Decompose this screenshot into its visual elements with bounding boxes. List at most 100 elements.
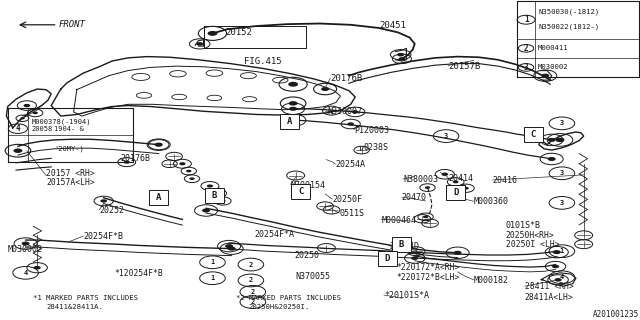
Text: 20250I <LH>: 20250I <LH>: [506, 240, 559, 249]
Text: M030002: M030002: [8, 245, 43, 254]
Text: M000411: M000411: [538, 45, 569, 51]
Text: *220172*B<LH>: *220172*B<LH>: [397, 273, 460, 282]
Circle shape: [554, 278, 562, 282]
Circle shape: [423, 215, 428, 218]
Text: 1904- &: 1904- &: [54, 126, 83, 132]
Circle shape: [207, 31, 218, 36]
Text: 28411&28411A.: 28411&28411A.: [46, 304, 103, 310]
Circle shape: [214, 192, 221, 195]
Circle shape: [100, 199, 107, 203]
Circle shape: [189, 177, 195, 180]
Text: 20254D: 20254D: [389, 242, 419, 251]
Text: 20058: 20058: [31, 126, 52, 132]
Text: 3: 3: [524, 63, 529, 72]
Text: M000182: M000182: [474, 276, 509, 285]
Circle shape: [291, 118, 298, 122]
Circle shape: [556, 138, 564, 142]
Text: 4: 4: [15, 124, 20, 133]
Circle shape: [289, 101, 298, 106]
Text: B: B: [399, 240, 404, 249]
Circle shape: [155, 143, 163, 147]
Circle shape: [33, 112, 38, 114]
Circle shape: [124, 161, 130, 164]
Text: *20101S*A: *20101S*A: [384, 291, 429, 300]
Text: 1: 1: [211, 275, 214, 281]
Text: N380003: N380003: [403, 175, 438, 184]
Text: *220172*A<RH>: *220172*A<RH>: [397, 263, 460, 272]
Text: 2: 2: [249, 261, 253, 268]
Text: M000464: M000464: [381, 216, 417, 225]
Circle shape: [399, 57, 405, 60]
Circle shape: [225, 244, 233, 248]
Text: M000378(-1904): M000378(-1904): [31, 118, 91, 125]
Text: 20250H<RH>: 20250H<RH>: [506, 231, 554, 240]
Text: '20MY-): '20MY-): [54, 145, 83, 152]
Text: 20254F*B: 20254F*B: [83, 232, 123, 241]
Text: N330007: N330007: [328, 107, 363, 116]
Circle shape: [411, 256, 419, 260]
Text: 20254F*A: 20254F*A: [255, 230, 295, 239]
Text: D: D: [385, 254, 390, 263]
Text: 20157 <RH>: 20157 <RH>: [46, 169, 95, 178]
Text: 1: 1: [560, 248, 564, 254]
Text: 20451: 20451: [379, 21, 406, 30]
Text: 20416: 20416: [493, 176, 518, 185]
Circle shape: [442, 172, 448, 176]
FancyBboxPatch shape: [378, 251, 397, 266]
Circle shape: [20, 117, 25, 119]
FancyBboxPatch shape: [446, 185, 465, 200]
Text: 20414: 20414: [448, 173, 473, 182]
Text: P120003: P120003: [354, 126, 389, 135]
Text: 2: 2: [251, 299, 255, 305]
Text: 3: 3: [444, 133, 448, 139]
Text: A: A: [287, 117, 292, 126]
Text: 20250: 20250: [294, 251, 319, 260]
Circle shape: [548, 138, 556, 142]
FancyBboxPatch shape: [392, 236, 411, 252]
Text: 3: 3: [560, 170, 564, 176]
Text: *120254F*B: *120254F*B: [114, 269, 163, 278]
Text: 4: 4: [560, 274, 564, 280]
Circle shape: [13, 148, 22, 153]
Text: 0238S: 0238S: [364, 143, 388, 152]
Circle shape: [541, 74, 549, 78]
Text: 20252: 20252: [99, 206, 124, 215]
Circle shape: [33, 266, 41, 269]
Text: D: D: [453, 188, 458, 197]
Text: *2 MARKED PARTS INCLUDES: *2 MARKED PARTS INCLUDES: [236, 295, 340, 301]
Circle shape: [552, 265, 559, 268]
Circle shape: [553, 250, 561, 254]
Circle shape: [155, 143, 163, 147]
Text: M000360: M000360: [474, 197, 509, 206]
Circle shape: [452, 180, 459, 183]
Text: 20254A: 20254A: [335, 160, 365, 169]
FancyBboxPatch shape: [280, 114, 299, 129]
Text: 2: 2: [249, 277, 253, 284]
Text: 20157A<LH>: 20157A<LH>: [46, 178, 95, 187]
Text: 0511S: 0511S: [339, 209, 364, 218]
Circle shape: [348, 122, 354, 126]
Text: FIG.415: FIG.415: [244, 57, 282, 66]
FancyBboxPatch shape: [524, 126, 543, 142]
Text: 4: 4: [24, 270, 28, 276]
Text: 20470: 20470: [402, 193, 427, 202]
Circle shape: [352, 110, 358, 114]
Text: 28411 <RH>: 28411 <RH>: [525, 282, 573, 291]
Circle shape: [289, 107, 297, 111]
FancyBboxPatch shape: [291, 184, 310, 199]
Text: M030002: M030002: [538, 64, 569, 70]
Text: 20250H&20250I.: 20250H&20250I.: [248, 304, 310, 310]
Text: 20250F: 20250F: [332, 195, 362, 204]
Text: 20152: 20152: [225, 28, 252, 37]
Circle shape: [220, 199, 226, 202]
Text: 0101S*B: 0101S*B: [506, 220, 541, 230]
Circle shape: [321, 87, 329, 91]
Text: C: C: [531, 130, 536, 139]
Text: C: C: [298, 187, 303, 196]
Circle shape: [454, 251, 461, 255]
Text: 3: 3: [560, 120, 564, 126]
Text: 20176B: 20176B: [330, 74, 362, 83]
Circle shape: [179, 162, 186, 165]
Circle shape: [22, 242, 29, 245]
Text: 2: 2: [251, 289, 255, 295]
